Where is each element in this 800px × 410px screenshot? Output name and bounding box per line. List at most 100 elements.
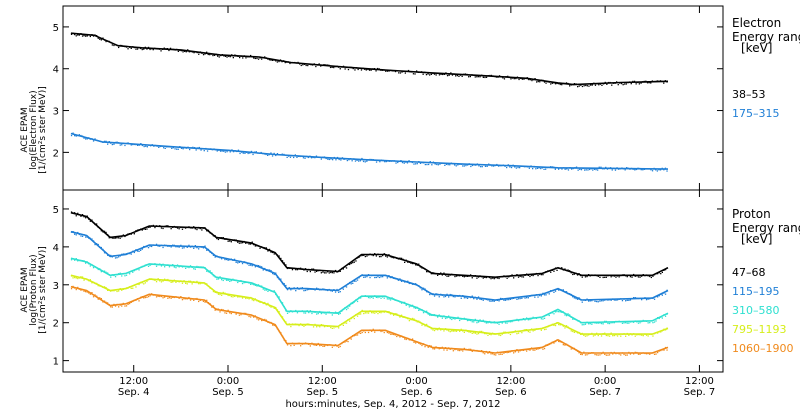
data-point — [607, 354, 609, 356]
data-point — [657, 351, 659, 354]
data-point — [122, 288, 124, 290]
data-point — [481, 330, 483, 333]
data-point — [426, 163, 428, 166]
data-point — [479, 350, 481, 352]
data-point — [166, 146, 168, 148]
data-point — [256, 300, 258, 302]
data-point — [162, 297, 164, 299]
data-point — [559, 83, 561, 86]
data-point — [569, 293, 571, 295]
data-point — [173, 225, 175, 228]
data-point — [385, 160, 387, 163]
data-point — [209, 270, 211, 272]
data-point — [190, 147, 192, 149]
data-point — [196, 228, 198, 231]
data-point — [345, 267, 348, 269]
data-point — [193, 299, 195, 301]
data-point — [468, 275, 470, 277]
data-point — [283, 60, 285, 62]
data-point — [658, 295, 660, 297]
data-point — [88, 137, 90, 139]
data-point — [111, 290, 113, 292]
data-point — [149, 278, 151, 280]
data-point — [159, 280, 161, 282]
data-point — [165, 264, 167, 266]
data-point — [291, 155, 293, 157]
data-point — [360, 297, 362, 299]
data-point — [460, 297, 462, 299]
data-point — [196, 265, 198, 268]
data-point — [484, 276, 486, 278]
data-point — [641, 275, 643, 277]
series-trace — [70, 257, 669, 324]
data-point — [613, 322, 615, 324]
data-point — [89, 237, 91, 239]
data-point — [636, 297, 638, 299]
data-point — [316, 270, 318, 272]
y-tick-label: 4 — [53, 243, 59, 254]
data-point — [149, 295, 151, 297]
data-point — [422, 287, 425, 289]
data-point — [310, 64, 312, 66]
data-point — [103, 270, 106, 272]
data-point — [97, 285, 99, 287]
data-point — [485, 350, 487, 353]
data-point — [578, 320, 580, 322]
data-point — [154, 294, 156, 296]
data-point — [397, 314, 399, 316]
data-point — [333, 272, 335, 274]
data-point — [207, 53, 209, 56]
data-point — [663, 349, 665, 351]
data-point — [592, 321, 595, 323]
data-point — [356, 334, 359, 336]
data-point — [378, 276, 381, 279]
data-point — [156, 145, 158, 147]
data-point — [472, 74, 475, 76]
data-point — [208, 148, 210, 150]
data-point — [285, 284, 287, 287]
data-point — [513, 297, 515, 299]
data-point — [541, 167, 543, 169]
data-point — [626, 299, 628, 301]
data-point — [539, 294, 541, 297]
data-point — [295, 309, 297, 312]
data-point — [389, 276, 392, 279]
data-point — [454, 318, 456, 320]
data-point — [517, 351, 520, 353]
data-point — [408, 282, 410, 285]
data-point — [312, 288, 315, 290]
data-point — [500, 297, 502, 300]
data-point — [268, 305, 271, 307]
data-point — [270, 270, 272, 272]
data-point — [620, 335, 622, 337]
y-tick-label: 3 — [53, 281, 59, 292]
data-point — [88, 218, 90, 220]
data-point — [96, 223, 98, 225]
data-point — [503, 78, 506, 80]
data-point — [411, 283, 414, 285]
data-point — [534, 273, 536, 276]
data-point — [625, 322, 627, 324]
data-point — [288, 267, 290, 269]
data-point — [369, 310, 371, 312]
data-point — [501, 353, 503, 355]
data-point — [168, 266, 171, 268]
data-point — [655, 320, 657, 322]
data-point — [579, 168, 581, 170]
data-point — [285, 310, 287, 312]
data-point — [404, 72, 406, 74]
data-point — [159, 295, 161, 298]
data-point — [303, 312, 305, 314]
data-point — [551, 82, 553, 84]
data-point — [562, 82, 564, 85]
data-point — [455, 317, 458, 319]
data-point — [641, 320, 643, 323]
data-point — [77, 134, 79, 137]
data-point — [407, 318, 409, 320]
data-point — [88, 237, 90, 239]
data-point — [276, 276, 279, 279]
data-point — [334, 65, 336, 68]
data-point — [284, 154, 287, 156]
data-point — [524, 274, 526, 276]
data-point — [111, 44, 113, 46]
